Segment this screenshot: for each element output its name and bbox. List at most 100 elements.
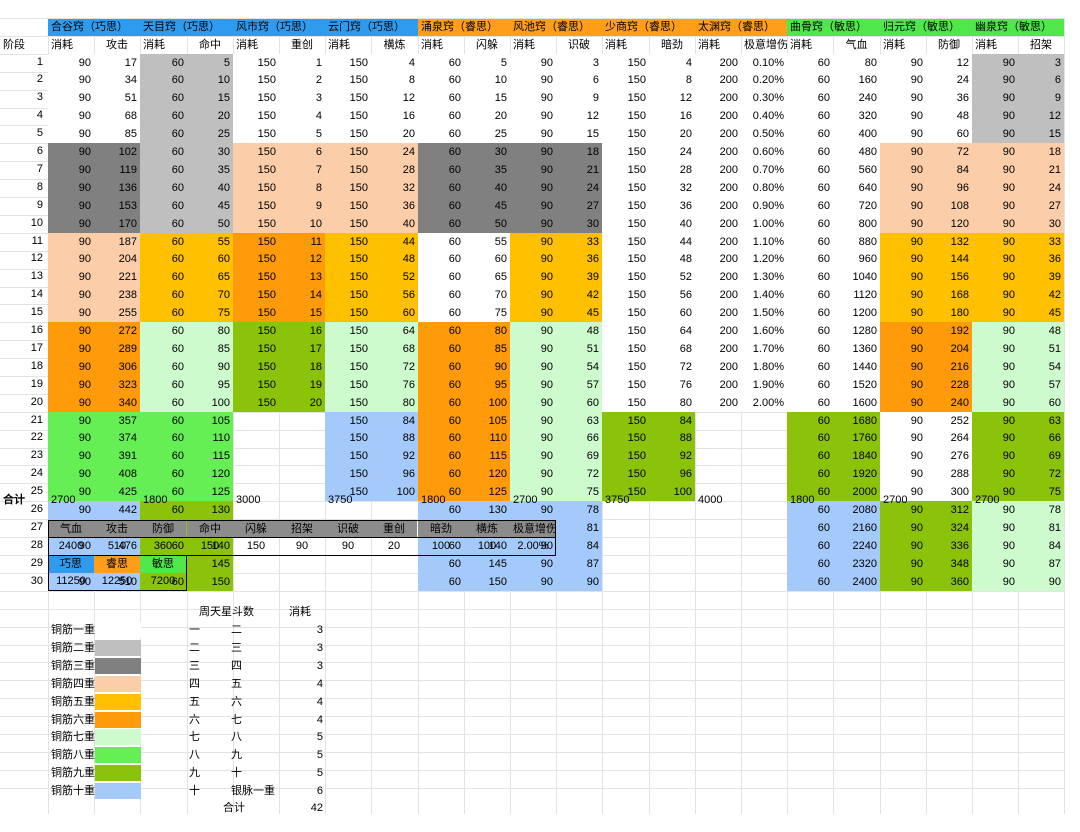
table-cell-cost: 150 [233,89,279,107]
table-cell-stat: 1.80% [741,358,787,376]
table-cell-stat: 21 [556,161,602,179]
stat-summary-value: 2400 [58,540,84,552]
table-cell-stat: 8 [371,71,418,89]
stat-summary-value: 90 [341,540,355,552]
stat-summary-header: 闪躲 [233,521,279,538]
legend-swatch [95,747,141,763]
table-cell-stat: 100 [187,394,233,412]
legend-swatch [95,712,141,728]
table-cell-cost: 150 [602,429,649,447]
table-cell-stat: 15 [1018,125,1064,143]
table-cell-stat: 66 [1018,429,1064,447]
legend-swatch [95,676,141,692]
table-cell-cost: 60 [787,555,833,573]
table-cell-cost: 150 [325,483,371,501]
table-cell-stat: 336 [926,537,972,555]
group-header: 曲骨窍（敏思） [787,19,880,36]
table-cell-stat: 12 [279,250,325,268]
table-cell-cost: 200 [695,358,741,376]
table-cell-cost: 90 [48,143,94,161]
table-cell-stat: 2000 [833,483,880,501]
group-header: 太渊窍（睿思） [695,19,787,36]
table-cell-cost: 60 [787,89,833,107]
table-cell-cost: 60 [787,197,833,215]
table-cell-stat: 69 [556,447,602,465]
table-cell-stat: 16 [371,107,418,125]
row-number: 5 [36,127,43,139]
group-header: 幽泉窍（敏思） [972,19,1064,36]
table-cell-stat: 48 [649,250,695,268]
table-cell-stat: 125 [187,483,233,501]
table-cell-cost: 150 [325,250,371,268]
table-cell-stat: 192 [926,322,972,340]
table-cell-cost: 150 [325,161,371,179]
table-cell-stat: 24 [1018,179,1064,197]
table-cell-cost: 90 [972,322,1018,340]
group-header: 风池窍（睿思） [510,19,602,36]
table-cell-cost: 60 [140,412,187,430]
table-cell-stat: 30 [556,215,602,233]
table-cell-cost: 60 [787,107,833,125]
stat-summary-header: 气血 [48,521,94,538]
stat-summary-value: 360 [153,540,173,552]
stat-summary-header: 招架 [279,521,325,538]
table-cell-cost: 60 [140,215,187,233]
table-cell-stat: 10 [464,71,510,89]
legend-label: 铜筋八重 [51,749,95,761]
star-cost: 4 [316,678,323,690]
table-cell-stat: 8 [279,179,325,197]
table-cell-cost: 90 [880,429,926,447]
table-cell-cost: 150 [325,71,371,89]
table-cell-stat: 228 [926,376,972,394]
star-to: 十 [231,767,242,779]
row-number: 19 [30,378,43,390]
table-cell-cost: 150 [602,179,649,197]
table-cell-stat: 153 [94,197,140,215]
table-cell-cost: 60 [140,483,187,501]
table-cell-stat: 240 [926,394,972,412]
table-cell-stat: 108 [926,197,972,215]
table-cell-stat: 39 [1018,268,1064,286]
gridline-horizontal [0,645,1065,646]
star-cost: 5 [316,767,323,779]
table-cell-stat: 204 [926,340,972,358]
table-cell-stat: 75 [187,304,233,322]
table-cell-stat: 76 [371,376,418,394]
table-cell-stat: 21 [1018,161,1064,179]
subheader-cost: 消耗 [328,39,350,51]
table-cell-stat: 12 [1018,107,1064,125]
table-cell-cost: 150 [602,197,649,215]
table-cell-stat: 30 [1018,215,1064,233]
group-total: 2700 [975,494,1000,506]
legend-label: 铜筋七重 [51,731,95,743]
legend-label: 铜筋一重 [51,624,95,636]
table-cell-cost: 60 [418,250,464,268]
row-number: 24 [30,467,43,479]
table-cell-cost: 90 [880,412,926,430]
table-cell-cost: 200 [695,376,741,394]
table-cell-stat: 2240 [833,537,880,555]
table-cell-cost: 150 [602,89,649,107]
table-cell-cost: 150 [602,465,649,483]
table-cell-cost: 90 [510,304,556,322]
table-cell-stat: 252 [926,412,972,430]
table-cell-stat: 25 [187,125,233,143]
group-total: 1800 [143,494,168,506]
table-cell-cost: 150 [602,358,649,376]
table-cell-stat: 33 [556,233,602,251]
table-cell-stat: 1.20% [741,250,787,268]
table-cell-stat: 408 [94,465,140,483]
table-cell-stat: 1680 [833,412,880,430]
table-cell-cost: 90 [972,376,1018,394]
table-cell-stat: 10 [279,215,325,233]
table-cell-cost: 150 [233,322,279,340]
table-cell-stat: 34 [94,71,140,89]
table-cell-cost: 60 [787,573,833,591]
table-cell-cost: 90 [510,376,556,394]
table-cell-cost: 90 [880,179,926,197]
table-cell-cost: 90 [48,483,94,501]
table-cell-stat: 39 [556,268,602,286]
cost-summary-value: 7200 [150,575,176,587]
table-cell-stat: 340 [94,394,140,412]
table-cell-stat: 96 [371,465,418,483]
